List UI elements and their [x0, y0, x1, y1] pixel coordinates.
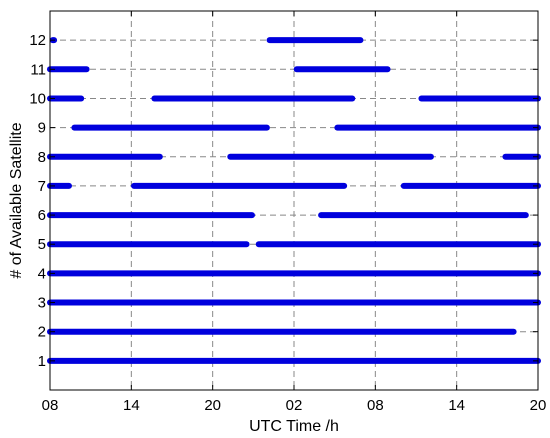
- axis-ticks: [49, 11, 539, 390]
- y-tick-label: 6: [38, 207, 46, 224]
- y-tick-label: 2: [38, 324, 46, 341]
- x-tick-label: 02: [286, 397, 303, 414]
- x-tick-label: 20: [530, 397, 547, 414]
- y-tick-label: 7: [38, 178, 46, 195]
- y-tick-label: 9: [38, 120, 46, 137]
- x-tick-label: 14: [123, 397, 140, 414]
- y-tick-label: 8: [38, 149, 46, 166]
- x-tick-label: 08: [42, 397, 59, 414]
- y-tick-label: 4: [38, 265, 46, 282]
- y-tick-label: 5: [38, 236, 46, 253]
- y-tick-label: 11: [30, 61, 46, 78]
- y-tick-label: 1: [38, 353, 46, 370]
- y-tick-label: 10: [29, 90, 46, 107]
- y-tick-label: 3: [38, 295, 46, 312]
- y-axis-label: # of Available Satellite: [8, 122, 25, 278]
- availability-bars: [47, 37, 541, 364]
- x-tick-label: 08: [367, 397, 384, 414]
- x-tick-label: 20: [204, 397, 221, 414]
- x-axis-label: UTC Time /h: [249, 418, 339, 435]
- x-tick-label: 14: [448, 397, 465, 414]
- y-tick-label: 12: [29, 32, 46, 49]
